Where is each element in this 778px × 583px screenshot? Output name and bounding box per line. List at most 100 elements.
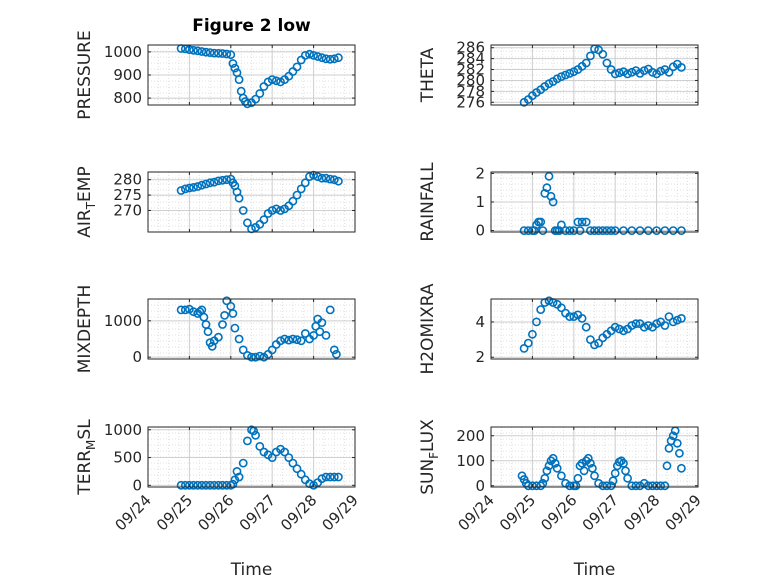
pressure-point xyxy=(228,59,238,68)
theta-ytick-label: 276 xyxy=(456,93,485,111)
air_temp-ytick-label: 270 xyxy=(113,201,142,219)
pressure-point xyxy=(242,99,252,109)
air_temp-ylabel: AIRTEMP xyxy=(75,166,98,237)
h2omixra-point xyxy=(523,338,533,348)
theta-point xyxy=(648,67,657,77)
terr_msl-point xyxy=(176,480,186,490)
pressure-point xyxy=(255,89,265,98)
sun_flux-point xyxy=(652,481,661,491)
axes-pressure: 800 900 1000 PRESSURE Figure 2 low xyxy=(75,16,356,120)
terr_msl-point xyxy=(280,447,289,457)
rainfall-ytick-label: 2 xyxy=(475,164,485,182)
theta-ytick-label: 286 xyxy=(456,39,485,57)
terr_msl-point xyxy=(251,430,260,440)
h2omixra-point xyxy=(660,321,670,330)
rainfall-point xyxy=(677,226,686,235)
terr_msl-point xyxy=(205,480,215,490)
sun_flux-point xyxy=(573,473,583,483)
pressure-point xyxy=(317,53,327,63)
sun_flux-point xyxy=(557,471,566,481)
sun_flux-point xyxy=(602,481,612,491)
terr_msl-point xyxy=(218,480,227,490)
sun_flux-axes-frame xyxy=(490,426,699,488)
theta-axes-frame xyxy=(490,44,699,106)
terr_msl-xlabel: Time xyxy=(230,560,273,580)
sun_flux-point xyxy=(623,473,632,483)
terr_msl-axes-frame xyxy=(147,426,356,488)
terr_msl-xtick-label: 09/24 xyxy=(112,491,155,534)
mixdepth-point xyxy=(203,327,213,337)
sun_flux-point xyxy=(662,461,672,471)
h2omixra-point xyxy=(577,313,587,323)
h2omixra-point xyxy=(668,317,678,327)
rainfall-ytick-label: 1 xyxy=(475,193,485,211)
h2omixra-ytick-label: 4 xyxy=(475,313,485,331)
h2omixra-point xyxy=(565,312,575,321)
rainfall-ylabel: RAINFALL xyxy=(418,162,438,242)
sun_flux-xtick-label: 09/26 xyxy=(537,491,580,534)
sun_flux-xtick-label: 09/27 xyxy=(579,491,622,534)
terr_msl-xtick-label: 09/28 xyxy=(277,491,320,534)
h2omixra-point xyxy=(631,319,641,329)
air_temp-point xyxy=(234,193,244,203)
theta-point xyxy=(598,49,608,59)
pressure-point xyxy=(230,63,240,73)
theta-ytick-label: 284 xyxy=(456,50,485,68)
theta-point xyxy=(623,69,632,79)
sun_flux-xlabel: Time xyxy=(573,560,616,580)
mixdepth-point xyxy=(251,352,260,362)
mixdepth-point xyxy=(228,309,238,318)
air_temp-point xyxy=(205,178,215,188)
pressure-point xyxy=(218,49,227,58)
rainfall-point xyxy=(635,226,645,235)
theta-ytick-label: 282 xyxy=(456,61,485,79)
rainfall-point xyxy=(586,226,595,235)
air_temp-point xyxy=(242,218,252,228)
sun_flux-point xyxy=(548,453,558,463)
theta-ytick-label: 278 xyxy=(456,82,485,100)
rainfall-point xyxy=(548,197,558,207)
mixdepth-ytick-label: 0 xyxy=(132,348,142,366)
air_temp-ytick-label: 275 xyxy=(113,186,142,204)
pressure-point xyxy=(251,94,260,104)
mixdepth-point xyxy=(280,334,289,344)
air_temp-point xyxy=(276,206,285,215)
sun_flux-point xyxy=(550,458,560,468)
pressure-point xyxy=(209,48,219,58)
h2omixra-ylabel: H2OMIXRA xyxy=(418,283,438,374)
air_temp-ytick-label: 280 xyxy=(113,171,142,189)
air_temp-point xyxy=(271,204,281,214)
sun_flux-point xyxy=(586,458,595,468)
terr_msl-point xyxy=(184,480,194,490)
mixdepth-point xyxy=(218,320,227,329)
rainfall-point xyxy=(573,217,583,227)
terr_msl-point xyxy=(317,474,327,484)
air_temp-point xyxy=(325,174,335,184)
pressure-point xyxy=(313,52,323,61)
pressure-point xyxy=(189,45,198,55)
sun_flux-ylabel: SUNFLUX xyxy=(418,419,441,495)
mixdepth-point xyxy=(267,345,277,355)
air_temp-point xyxy=(305,172,314,181)
theta-point xyxy=(664,67,674,77)
h2omixra-point xyxy=(652,319,661,329)
terr_msl-point xyxy=(284,453,294,462)
mixdepth-minor-grid xyxy=(148,299,355,359)
mixdepth-point xyxy=(315,327,325,337)
air_temp-point xyxy=(296,184,306,194)
mixdepth-axes-frame xyxy=(147,298,356,360)
rainfall-point xyxy=(544,171,554,181)
h2omixra-point xyxy=(536,305,546,314)
rainfall-point xyxy=(627,226,637,235)
mixdepth-point xyxy=(230,323,240,333)
theta-series xyxy=(519,44,686,107)
pressure-point xyxy=(201,47,211,57)
theta-ytick-label: 280 xyxy=(456,71,485,89)
mixdepth-point xyxy=(321,330,331,340)
mixdepth-point xyxy=(255,351,265,361)
rainfall-point xyxy=(643,226,653,235)
mixdepth-point xyxy=(309,330,318,340)
h2omixra-point xyxy=(544,296,554,306)
pressure-point xyxy=(321,54,331,64)
h2omixra-point xyxy=(677,313,686,323)
